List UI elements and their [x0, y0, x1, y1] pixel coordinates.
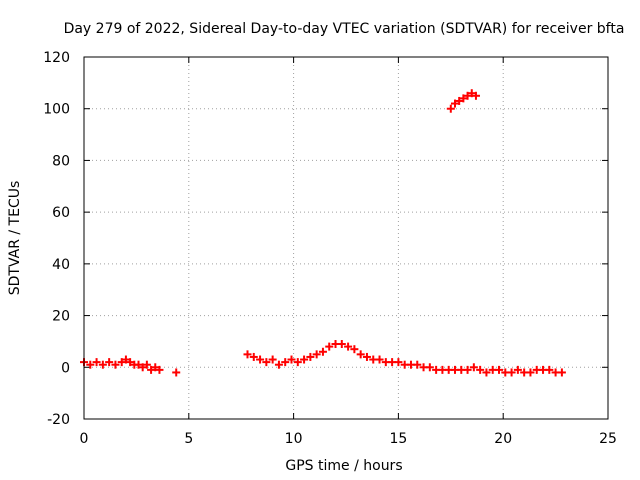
data-point: [455, 96, 464, 105]
data-point: [293, 358, 302, 367]
data-point: [105, 358, 114, 367]
y-axis-label: SDTVAR / TECUs: [7, 181, 23, 296]
data-point: [300, 355, 309, 364]
data-point: [256, 355, 265, 364]
data-point: [394, 358, 403, 367]
data-point: [545, 365, 554, 374]
data-point: [147, 365, 156, 374]
gridlines: [84, 57, 608, 419]
data-point: [155, 365, 164, 374]
data-point: [142, 360, 151, 369]
data-point: [306, 352, 315, 361]
data-point: [356, 350, 365, 359]
data-point: [281, 358, 290, 367]
data-point: [262, 358, 271, 367]
data-point: [495, 365, 504, 374]
data-point: [98, 360, 107, 369]
y-tick-label: 100: [43, 102, 70, 118]
data-point: [362, 352, 371, 361]
x-tick-label: 10: [285, 431, 303, 447]
data-point: [425, 363, 434, 372]
y-tick-label: 0: [61, 360, 70, 376]
data-point: [172, 368, 181, 377]
data-point: [463, 365, 472, 374]
data-point: [274, 360, 283, 369]
data-points: [80, 89, 566, 377]
data-point: [92, 358, 101, 367]
y-tick-label: 80: [52, 153, 70, 169]
data-point: [375, 355, 384, 364]
x-tick-label: 0: [80, 431, 89, 447]
y-tick-label: -20: [47, 412, 70, 428]
y-tick-label: 40: [52, 257, 70, 273]
data-point: [467, 89, 476, 98]
data-point: [138, 363, 147, 372]
data-point: [413, 360, 422, 369]
data-point: [287, 355, 296, 364]
data-point: [126, 358, 135, 367]
data-point: [117, 358, 126, 367]
data-point: [476, 365, 485, 374]
data-point: [557, 368, 566, 377]
y-tick-label: 20: [52, 309, 70, 325]
data-point: [526, 368, 535, 377]
data-point: [318, 347, 327, 356]
data-point: [344, 342, 353, 351]
data-point: [268, 355, 277, 364]
data-point: [469, 363, 478, 372]
data-point: [507, 368, 516, 377]
data-point: [325, 342, 334, 351]
data-point: [513, 365, 522, 374]
y-tick-label: 60: [52, 205, 70, 221]
data-point: [459, 94, 468, 103]
data-point: [312, 350, 321, 359]
x-tick-label: 25: [599, 431, 617, 447]
data-point: [446, 104, 455, 113]
x-tick-label: 15: [389, 431, 407, 447]
plot-frame: [83, 56, 609, 420]
axis-ticks: 0 5 10 15 20 25 -20 0 20 40 60 80 100 120: [43, 50, 617, 447]
data-point: [243, 350, 252, 359]
data-point: [350, 345, 359, 354]
data-point: [450, 99, 459, 108]
data-point: [471, 91, 480, 100]
data-point: [111, 360, 120, 369]
data-point: [482, 368, 491, 377]
data-point: [463, 91, 472, 100]
x-axis-label: GPS time / hours: [285, 458, 402, 474]
data-point: [121, 355, 130, 364]
data-point: [337, 340, 346, 349]
x-tick-label: 5: [184, 431, 193, 447]
y-tick-label: 120: [43, 50, 70, 66]
data-point: [134, 360, 143, 369]
data-point: [151, 363, 160, 372]
chart-title: Day 279 of 2022, Sidereal Day-to-day VTE…: [64, 21, 625, 37]
x-tick-label: 20: [494, 431, 512, 447]
data-point: [86, 360, 95, 369]
data-point: [249, 352, 258, 361]
